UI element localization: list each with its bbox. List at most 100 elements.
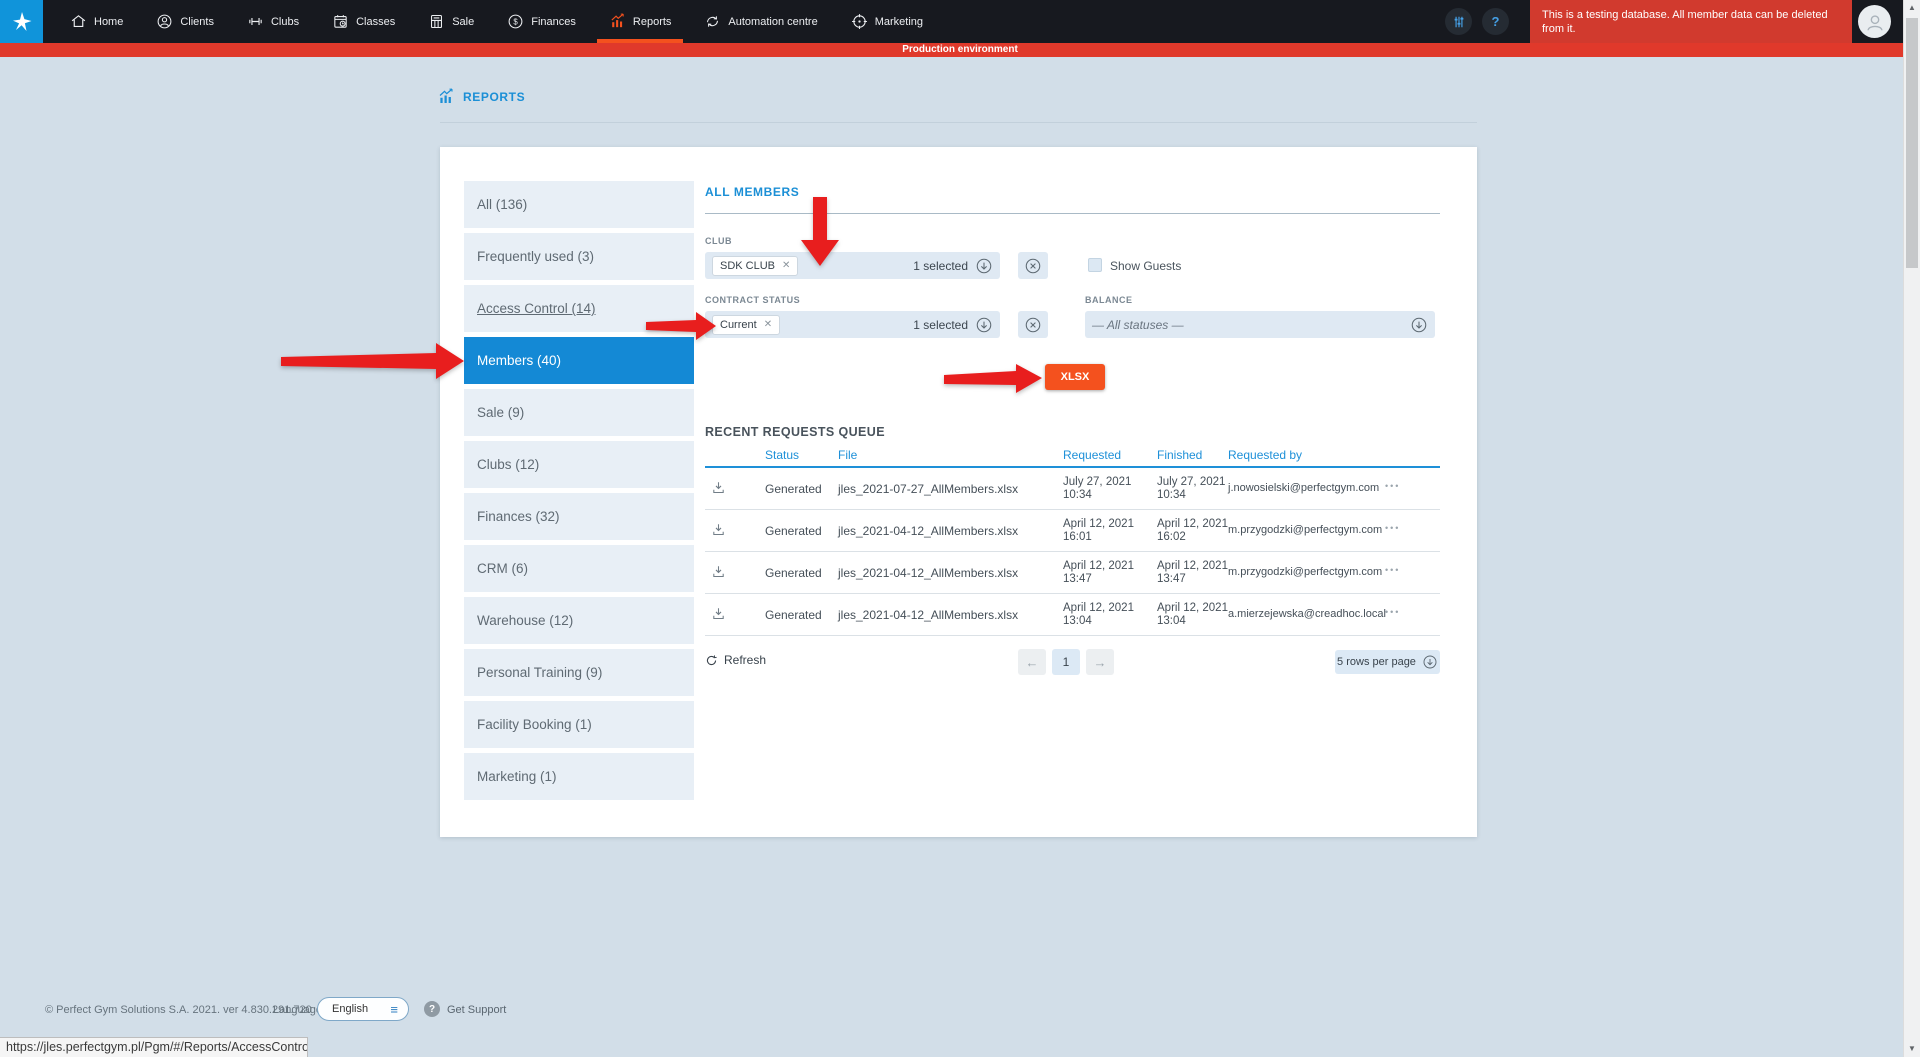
- row-status: Generated: [765, 524, 822, 538]
- nav-item-automation-centre[interactable]: Automation centre: [704, 0, 818, 43]
- club-clear-button[interactable]: [1018, 252, 1048, 279]
- chip-remove-icon[interactable]: ✕: [782, 260, 791, 271]
- calendar-icon: [334, 15, 347, 28]
- sidebar-item-warehouse[interactable]: Warehouse (12): [464, 597, 694, 644]
- sidebar-item-crm[interactable]: CRM (6): [464, 545, 694, 592]
- scroll-up-icon[interactable]: ▲: [1908, 3, 1916, 12]
- column-header-finished[interactable]: Finished: [1157, 448, 1203, 462]
- row-menu-icon[interactable]: •••: [1385, 607, 1401, 617]
- download-icon[interactable]: [711, 480, 726, 498]
- column-header-status[interactable]: Status: [765, 448, 800, 462]
- nav-item-clients[interactable]: Clients: [156, 0, 214, 43]
- sidebar-item-frequently-used[interactable]: Frequently used (3): [464, 233, 694, 280]
- queue-rows: Generated jles_2021-07-27_AllMembers.xls…: [705, 468, 1440, 636]
- logo[interactable]: [0, 0, 43, 43]
- sidebar-item-clubs[interactable]: Clubs (12): [464, 441, 694, 488]
- download-icon[interactable]: [711, 564, 726, 582]
- scroll-down-icon[interactable]: ▼: [1908, 1044, 1916, 1053]
- row-menu-icon[interactable]: •••: [1385, 481, 1401, 491]
- row-requested: April 12, 2021 16:01: [1063, 518, 1134, 543]
- sidebar-item-facility-booking[interactable]: Facility Booking (1): [464, 701, 694, 748]
- sidebar-item-members[interactable]: Members (40): [464, 337, 694, 384]
- sidebar-item-finances[interactable]: Finances (32): [464, 493, 694, 540]
- person-icon: [1866, 14, 1883, 31]
- pagination-next-button[interactable]: →: [1086, 649, 1114, 675]
- active-tab-underline: [596, 39, 684, 43]
- breadcrumb-divider: [440, 122, 1477, 123]
- sidebar-item-marketing[interactable]: Marketing (1): [464, 753, 694, 800]
- header-underline: [705, 466, 1440, 468]
- logo-icon: [12, 11, 31, 31]
- sidebar-item-all[interactable]: All (136): [464, 181, 694, 228]
- balance-select[interactable]: — All statuses —: [1085, 311, 1435, 338]
- row-finished: July 27, 2021 10:34: [1157, 476, 1226, 501]
- dropdown-arrow-icon[interactable]: [975, 316, 993, 334]
- arrow-right-icon: →: [1093, 654, 1107, 670]
- row-menu-icon[interactable]: •••: [1385, 523, 1401, 533]
- sidebar-item-sale[interactable]: Sale (9): [464, 389, 694, 436]
- contract-clear-button[interactable]: [1018, 311, 1048, 338]
- sidebar-item-personal-training[interactable]: Personal Training (9): [464, 649, 694, 696]
- nav-items: Home Clients Clubs Classes Sale $ Financ…: [70, 0, 923, 43]
- user-avatar[interactable]: [1858, 5, 1891, 38]
- filters-button[interactable]: [1445, 8, 1472, 35]
- column-header-file[interactable]: File: [838, 448, 858, 462]
- table-row: Generated jles_2021-04-12_AllMembers.xls…: [705, 552, 1440, 594]
- language-select[interactable]: English ≡: [317, 997, 409, 1021]
- download-icon[interactable]: [711, 522, 726, 540]
- top-nav: Home Clients Clubs Classes Sale $ Financ…: [0, 0, 1920, 43]
- language-label: Language:: [273, 1004, 325, 1016]
- nav-item-sale[interactable]: Sale: [428, 0, 474, 43]
- contract-status-multiselect[interactable]: Current ✕ 1 selected: [705, 311, 1000, 338]
- club-multiselect[interactable]: SDK CLUB ✕ 1 selected: [705, 252, 1000, 279]
- club-label: CLUB: [705, 236, 732, 246]
- column-header-requested[interactable]: Requested: [1063, 448, 1122, 462]
- column-header-requested-by[interactable]: Requested by: [1228, 448, 1303, 462]
- row-requested-by: m.przygodzki@perfectgym.com: [1228, 566, 1383, 578]
- nav-item-clubs[interactable]: Clubs: [247, 0, 299, 43]
- question-mark-icon: ?: [1491, 14, 1500, 29]
- contract-selected-count: 1 selected: [913, 317, 968, 332]
- pagination-page-number[interactable]: 1: [1052, 649, 1080, 675]
- show-guests-checkbox[interactable]: [1088, 258, 1102, 272]
- nav-item-classes[interactable]: Classes: [332, 0, 395, 43]
- sync-icon: [707, 16, 719, 27]
- support-help-icon[interactable]: ?: [424, 1001, 440, 1017]
- sliders-icon: [1454, 16, 1463, 27]
- rows-per-page-select[interactable]: 5 rows per page: [1335, 650, 1440, 674]
- row-status: Generated: [765, 566, 822, 580]
- refresh-button[interactable]: Refresh: [705, 653, 766, 667]
- download-icon[interactable]: [711, 606, 726, 624]
- scrollbar[interactable]: ▲ ▼: [1903, 0, 1920, 1057]
- table-row: Generated jles_2021-04-12_AllMembers.xls…: [705, 510, 1440, 552]
- get-support-link[interactable]: Get Support: [447, 1004, 507, 1016]
- queue-header-row: Status File Requested Finished Requested…: [705, 448, 1440, 465]
- arrow-left-icon: ←: [1025, 654, 1039, 670]
- pagination-prev-button[interactable]: ←: [1018, 649, 1046, 675]
- dropdown-arrow-icon[interactable]: [975, 257, 993, 275]
- bar-chart-icon: [611, 13, 624, 28]
- row-finished: April 12, 2021 16:02: [1157, 518, 1228, 543]
- row-finished: April 12, 2021 13:04: [1157, 602, 1228, 627]
- report-categories-sidebar: All (136) Frequently used (3) Access Con…: [464, 181, 694, 805]
- nav-item-marketing[interactable]: Marketing: [851, 0, 923, 43]
- row-menu-icon[interactable]: •••: [1385, 565, 1401, 575]
- table-row: Generated jles_2021-04-12_AllMembers.xls…: [705, 594, 1440, 636]
- row-file: jles_2021-04-12_AllMembers.xlsx: [838, 566, 1019, 580]
- xlsx-export-button[interactable]: XLSX: [1045, 364, 1105, 390]
- sidebar-item-access-control[interactable]: Access Control (14): [464, 285, 694, 332]
- clear-circle-icon: [1025, 258, 1041, 273]
- dropdown-arrow-icon[interactable]: [1410, 316, 1428, 334]
- nav-item-finances[interactable]: $ Finances: [507, 0, 576, 43]
- footer: © Perfect Gym Solutions S.A. 2021. ver 4…: [0, 995, 1920, 1035]
- breadcrumb[interactable]: REPORTS: [437, 88, 525, 106]
- chip-remove-icon[interactable]: ✕: [763, 319, 773, 330]
- scrollbar-thumb[interactable]: [1906, 18, 1918, 268]
- nav-item-home[interactable]: Home: [70, 0, 123, 43]
- balance-value: — All statuses —: [1092, 317, 1184, 332]
- testing-database-warning: This is a testing database. All member d…: [1530, 0, 1852, 43]
- dumbbell-icon: [249, 17, 262, 26]
- row-requested: July 27, 2021 10:34: [1063, 476, 1132, 501]
- nav-item-reports[interactable]: Reports: [596, 0, 684, 43]
- help-button[interactable]: ?: [1482, 8, 1509, 35]
